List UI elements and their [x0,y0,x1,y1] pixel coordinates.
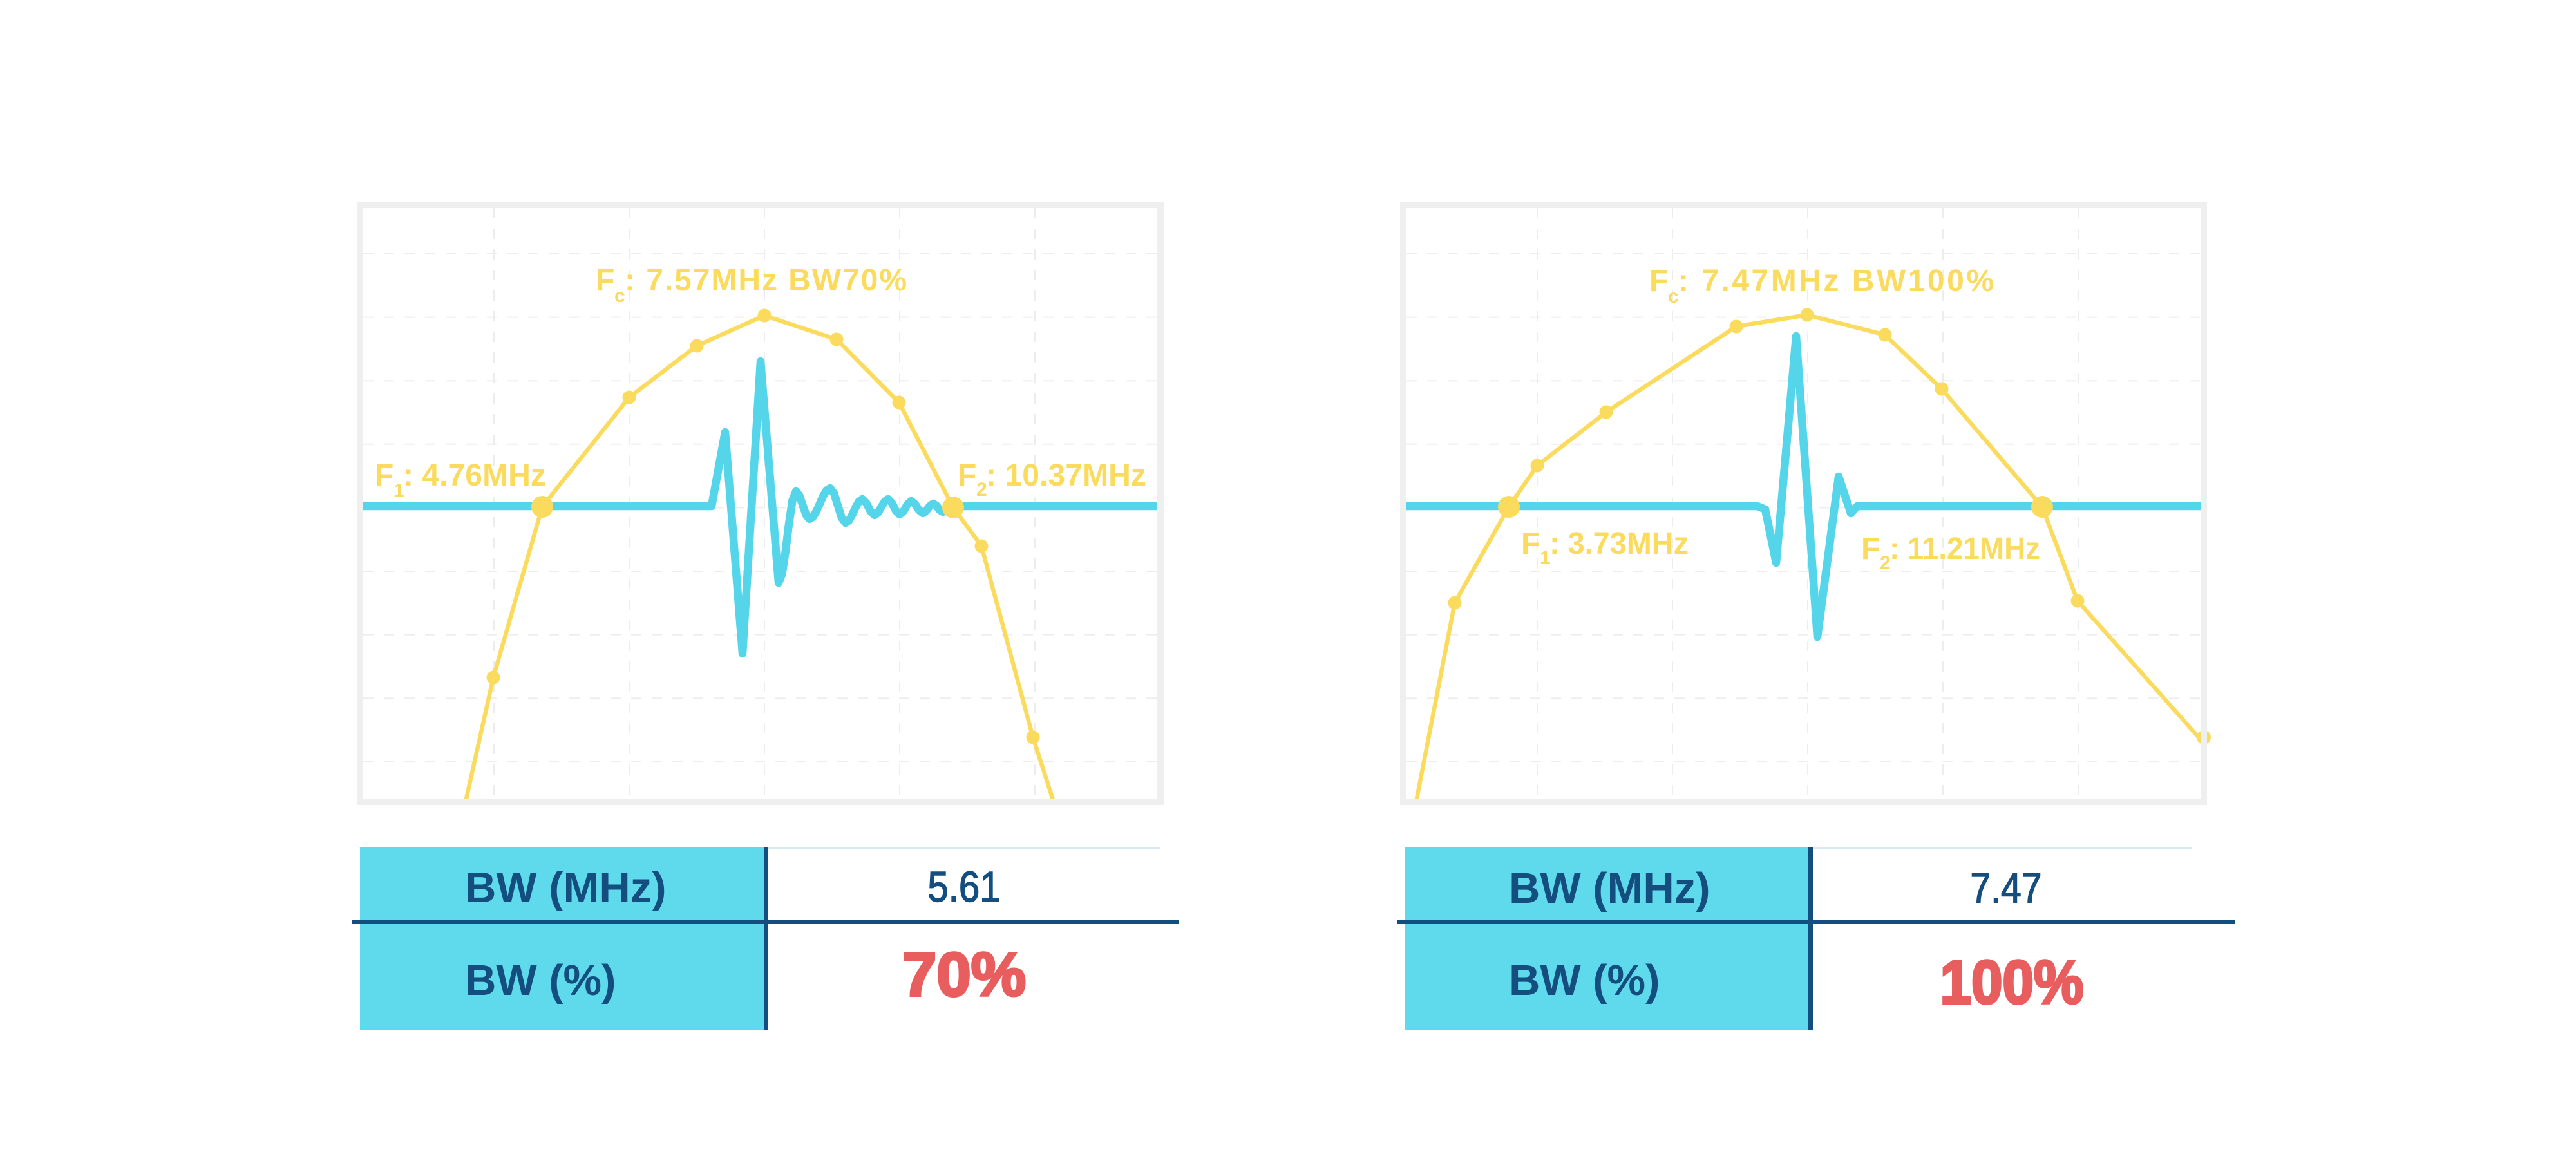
svg-text:100%: 100% [1940,948,2084,1017]
svg-text:F: F [1861,532,1880,566]
svg-text:BW (%): BW (%) [1509,956,1660,1005]
svg-text:BW (%): BW (%) [465,956,616,1005]
svg-text:2: 2 [976,479,987,500]
svg-text:1: 1 [393,480,404,502]
svg-text:F: F [596,263,614,298]
svg-text:BW (MHz): BW (MHz) [465,864,667,912]
svg-text:: 7.57MHz BW70%: : 7.57MHz BW70% [625,263,907,298]
svg-text:2: 2 [1880,553,1891,574]
svg-text:F: F [1649,264,1668,298]
svg-text:: 3.73MHz: : 3.73MHz [1549,527,1689,561]
svg-text:: 4.76MHz: : 4.76MHz [403,459,546,493]
svg-text:c: c [614,285,625,307]
svg-text:: 10.37MHz: : 10.37MHz [986,459,1146,493]
svg-text:70%: 70% [902,940,1026,1009]
svg-text:F: F [958,459,976,493]
svg-text:: 11.21MHz: : 11.21MHz [1889,532,2040,566]
svg-text:F: F [375,459,393,493]
svg-text:7.47: 7.47 [1971,864,2042,913]
svg-text:5.61: 5.61 [928,863,1001,911]
svg-text:: 7.47MHz BW100%: : 7.47MHz BW100% [1678,264,1994,298]
svg-text:BW (MHz): BW (MHz) [1509,864,1710,913]
svg-text:1: 1 [1540,547,1551,569]
svg-text:F: F [1521,527,1540,561]
svg-text:c: c [1668,286,1679,307]
